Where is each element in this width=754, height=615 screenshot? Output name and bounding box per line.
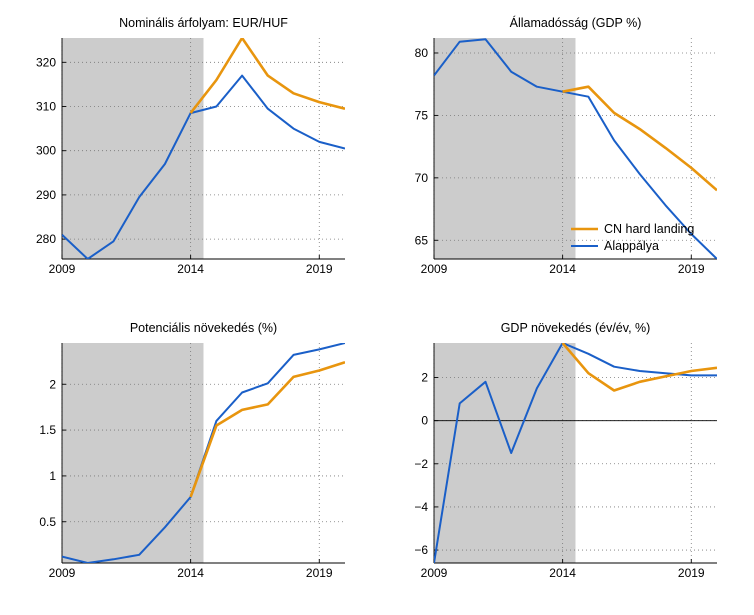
x-tick-label: 2014 [549, 566, 576, 580]
x-tick-label: 2019 [678, 566, 705, 580]
y-tick-label: 310 [36, 100, 56, 114]
series-line-cn-hard-landing [561, 343, 717, 392]
y-tick-label: −6 [414, 543, 428, 557]
y-tick-label: 75 [415, 108, 429, 122]
y-tick-label: 300 [36, 144, 56, 158]
x-tick-label: 2009 [421, 566, 448, 580]
series-line-alappalya [434, 343, 717, 563]
series-line-alappalya [62, 74, 345, 259]
chart-title: Potenciális növekedés (%) [130, 321, 277, 335]
y-tick-label: 70 [415, 171, 429, 185]
y-tick-label: 290 [36, 188, 56, 202]
y-tick-label: 0.5 [39, 515, 56, 529]
y-tick-label: 1 [49, 469, 56, 483]
y-tick-label: 320 [36, 55, 56, 69]
chart-panel-4: −6 −4 −2 0 2 2009 2014 2019 GDP növekedés (év/év… [414, 321, 717, 580]
series-line-cn-hard-landing [189, 361, 345, 498]
y-tick-label: 1.5 [39, 423, 56, 437]
y-tick-label: 2 [421, 371, 428, 385]
historical-shade [62, 38, 204, 259]
y-tick-label: 0 [421, 414, 428, 428]
series-line-cn-hard-landing [562, 85, 717, 192]
legend-label-cn-hard-landing: CN hard landing [604, 222, 694, 236]
y-tick-label: −2 [414, 457, 428, 471]
x-tick-label: 2019 [678, 262, 705, 276]
historical-shade [62, 343, 204, 563]
x-tick-label: 2009 [421, 262, 448, 276]
chart-panel-2: 65 70 75 80 2009 2014 2019 Államadósság (GDP %)… [415, 15, 717, 276]
series-line-alappalya [434, 38, 717, 259]
historical-shade [434, 343, 576, 563]
x-tick-label: 2019 [306, 566, 333, 580]
y-tick-label: 280 [36, 232, 56, 246]
y-tick-label: −4 [414, 500, 428, 514]
chart-panel-1: 280 290 300 310 320 2009 2014 2019 Nominális árf… [36, 16, 345, 276]
x-tick-label: 2014 [549, 262, 576, 276]
x-tick-label: 2019 [306, 262, 333, 276]
legend-label-alappalya: Alappálya [604, 239, 659, 253]
y-tick-label: 65 [415, 233, 429, 247]
x-tick-label: 2014 [177, 262, 204, 276]
chart-title: Államadósság (GDP %) [510, 15, 642, 30]
chart-title: GDP növekedés (év/év, %) [501, 321, 651, 335]
y-tick-label: 2 [49, 377, 56, 391]
historical-shade [434, 38, 576, 259]
series-line-cn-hard-landing [189, 38, 345, 114]
x-tick-label: 2009 [49, 262, 76, 276]
legend: CN hard landing Alappálya [571, 222, 694, 253]
x-tick-label: 2014 [177, 566, 204, 580]
y-tick-label: 80 [415, 46, 429, 60]
x-tick-label: 2009 [49, 566, 76, 580]
chart-panel-3: 0.5 1 1.5 2 2009 2014 2019 Potenciális növekedé… [39, 321, 345, 580]
chart-title: Nominális árfolyam: EUR/HUF [119, 16, 288, 30]
